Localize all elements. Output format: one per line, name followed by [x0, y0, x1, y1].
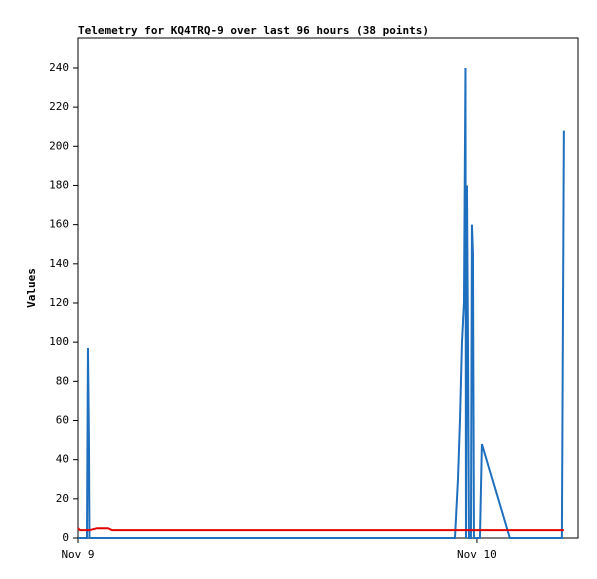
y-tick-label: 120	[49, 296, 69, 309]
y-tick-label: 160	[49, 218, 69, 231]
series-line	[77, 527, 564, 532]
series-line	[78, 67, 565, 539]
y-tick-label: 60	[56, 413, 69, 426]
x-tick-label: Nov 10	[457, 548, 497, 561]
y-tick-label: 180	[49, 178, 69, 191]
chart-title: Telemetry for KQ4TRQ-9 over last 96 hour…	[78, 24, 429, 37]
y-tick-label: 0	[62, 531, 69, 544]
y-tick-label: 40	[56, 453, 69, 466]
y-tick-label: 80	[56, 374, 69, 387]
y-tick-label: 200	[49, 139, 69, 152]
y-tick-label: 240	[49, 61, 69, 74]
y-axis-label: Values	[25, 268, 38, 308]
plot-frame	[77, 37, 579, 539]
y-tick-label: 220	[49, 100, 69, 113]
y-tick-label: 140	[49, 257, 69, 270]
x-tick-label: Nov 9	[61, 548, 94, 561]
y-tick-label: 100	[49, 335, 69, 348]
y-tick-label: 20	[56, 492, 69, 505]
